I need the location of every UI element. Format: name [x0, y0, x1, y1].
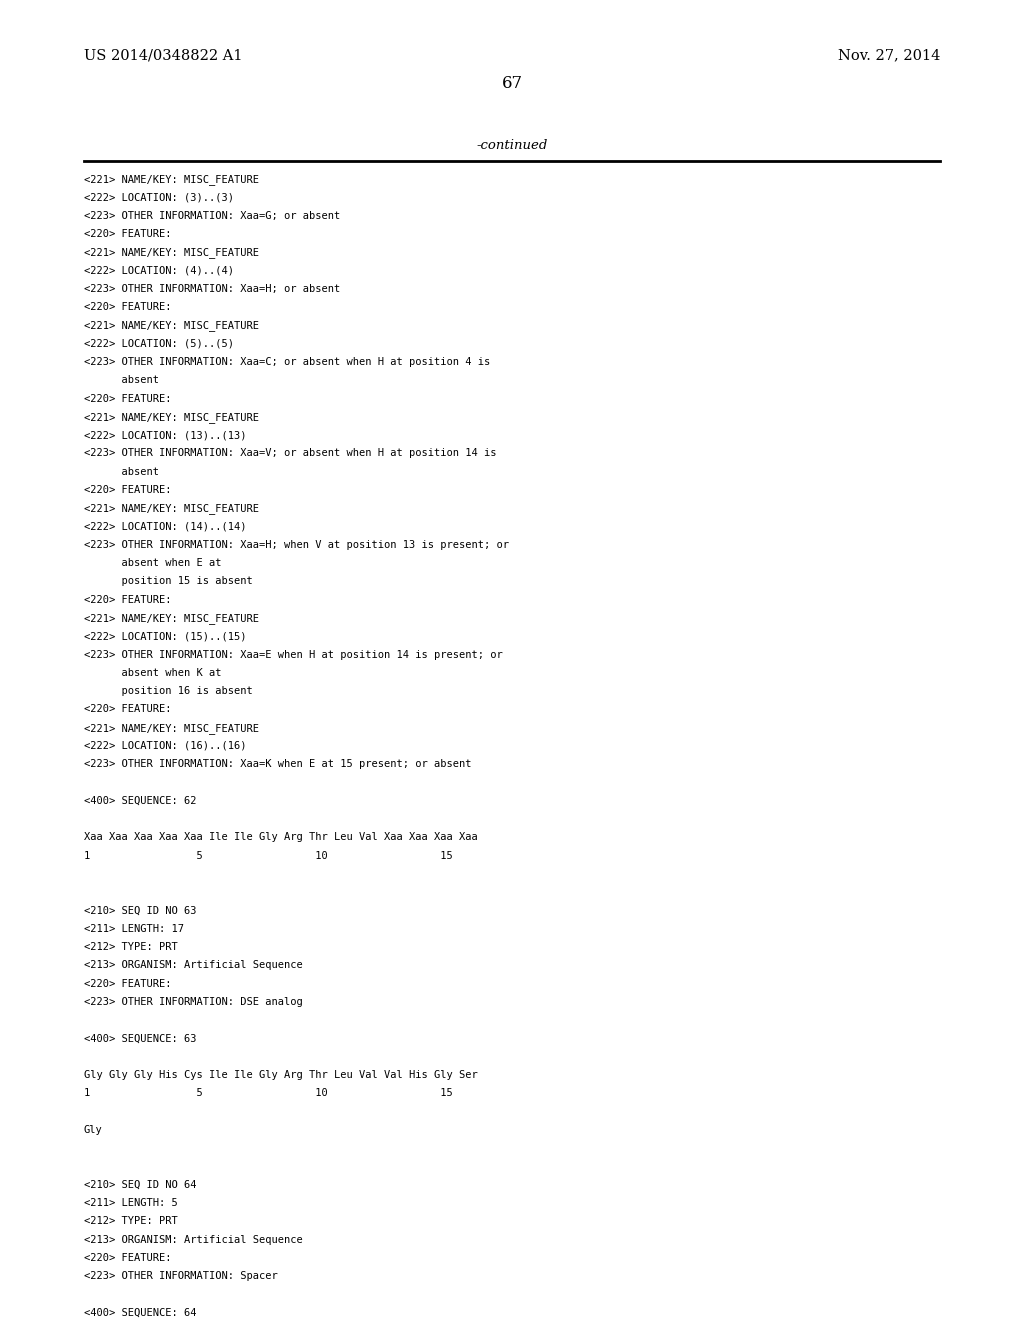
Text: <221> NAME/KEY: MISC_FEATURE: <221> NAME/KEY: MISC_FEATURE — [84, 612, 259, 624]
Text: Xaa Xaa Xaa Xaa Xaa Ile Ile Gly Arg Thr Leu Val Xaa Xaa Xaa Xaa: Xaa Xaa Xaa Xaa Xaa Ile Ile Gly Arg Thr … — [84, 833, 478, 842]
Text: 1                 5                  10                  15: 1 5 10 15 — [84, 1089, 453, 1098]
Text: <220> FEATURE:: <220> FEATURE: — [84, 705, 171, 714]
Text: <223> OTHER INFORMATION: Xaa=K when E at 15 present; or absent: <223> OTHER INFORMATION: Xaa=K when E at… — [84, 759, 471, 770]
Text: <221> NAME/KEY: MISC_FEATURE: <221> NAME/KEY: MISC_FEATURE — [84, 174, 259, 185]
Text: <221> NAME/KEY: MISC_FEATURE: <221> NAME/KEY: MISC_FEATURE — [84, 723, 259, 734]
Text: Nov. 27, 2014: Nov. 27, 2014 — [838, 49, 940, 62]
Text: <223> OTHER INFORMATION: Xaa=H; or absent: <223> OTHER INFORMATION: Xaa=H; or absen… — [84, 284, 340, 294]
Text: <222> LOCATION: (16)..(16): <222> LOCATION: (16)..(16) — [84, 741, 247, 751]
Text: 1                 5                  10                  15: 1 5 10 15 — [84, 850, 453, 861]
Text: <212> TYPE: PRT: <212> TYPE: PRT — [84, 942, 178, 952]
Text: <223> OTHER INFORMATION: Spacer: <223> OTHER INFORMATION: Spacer — [84, 1271, 278, 1282]
Text: <400> SEQUENCE: 64: <400> SEQUENCE: 64 — [84, 1308, 197, 1317]
Text: <222> LOCATION: (14)..(14): <222> LOCATION: (14)..(14) — [84, 521, 247, 532]
Text: absent: absent — [84, 375, 159, 385]
Text: <220> FEATURE:: <220> FEATURE: — [84, 230, 171, 239]
Text: <223> OTHER INFORMATION: Xaa=V; or absent when H at position 14 is: <223> OTHER INFORMATION: Xaa=V; or absen… — [84, 449, 497, 458]
Text: <222> LOCATION: (5)..(5): <222> LOCATION: (5)..(5) — [84, 339, 233, 348]
Text: Gly: Gly — [84, 1125, 102, 1135]
Text: <222> LOCATION: (4)..(4): <222> LOCATION: (4)..(4) — [84, 265, 233, 276]
Text: <223> OTHER INFORMATION: Xaa=E when H at position 14 is present; or: <223> OTHER INFORMATION: Xaa=E when H at… — [84, 649, 503, 660]
Text: <212> TYPE: PRT: <212> TYPE: PRT — [84, 1216, 178, 1226]
Text: 67: 67 — [502, 74, 522, 91]
Text: <400> SEQUENCE: 62: <400> SEQUENCE: 62 — [84, 796, 197, 805]
Text: <213> ORGANISM: Artificial Sequence: <213> ORGANISM: Artificial Sequence — [84, 1234, 303, 1245]
Text: absent when E at: absent when E at — [84, 558, 221, 568]
Text: <210> SEQ ID NO 63: <210> SEQ ID NO 63 — [84, 906, 197, 916]
Text: <213> ORGANISM: Artificial Sequence: <213> ORGANISM: Artificial Sequence — [84, 961, 303, 970]
Text: <210> SEQ ID NO 64: <210> SEQ ID NO 64 — [84, 1180, 197, 1189]
Text: <221> NAME/KEY: MISC_FEATURE: <221> NAME/KEY: MISC_FEATURE — [84, 247, 259, 259]
Text: <223> OTHER INFORMATION: Xaa=C; or absent when H at position 4 is: <223> OTHER INFORMATION: Xaa=C; or absen… — [84, 358, 490, 367]
Text: <220> FEATURE:: <220> FEATURE: — [84, 484, 171, 495]
Text: <223> OTHER INFORMATION: Xaa=H; when V at position 13 is present; or: <223> OTHER INFORMATION: Xaa=H; when V a… — [84, 540, 509, 550]
Text: absent: absent — [84, 467, 159, 477]
Text: <221> NAME/KEY: MISC_FEATURE: <221> NAME/KEY: MISC_FEATURE — [84, 503, 259, 515]
Text: -continued: -continued — [476, 139, 548, 152]
Text: <222> LOCATION: (13)..(13): <222> LOCATION: (13)..(13) — [84, 430, 247, 440]
Text: <220> FEATURE:: <220> FEATURE: — [84, 302, 171, 313]
Text: <220> FEATURE:: <220> FEATURE: — [84, 978, 171, 989]
Text: <400> SEQUENCE: 63: <400> SEQUENCE: 63 — [84, 1034, 197, 1044]
Text: position 15 is absent: position 15 is absent — [84, 577, 253, 586]
Text: absent when K at: absent when K at — [84, 668, 221, 678]
Text: Gly Gly Gly His Cys Ile Ile Gly Arg Thr Leu Val Val His Gly Ser: Gly Gly Gly His Cys Ile Ile Gly Arg Thr … — [84, 1071, 478, 1080]
Text: position 16 is absent: position 16 is absent — [84, 686, 253, 696]
Text: <221> NAME/KEY: MISC_FEATURE: <221> NAME/KEY: MISC_FEATURE — [84, 412, 259, 422]
Text: <220> FEATURE:: <220> FEATURE: — [84, 595, 171, 605]
Text: <220> FEATURE:: <220> FEATURE: — [84, 1253, 171, 1263]
Text: <223> OTHER INFORMATION: DSE analog: <223> OTHER INFORMATION: DSE analog — [84, 997, 303, 1007]
Text: US 2014/0348822 A1: US 2014/0348822 A1 — [84, 49, 243, 62]
Text: <211> LENGTH: 17: <211> LENGTH: 17 — [84, 924, 184, 933]
Text: <222> LOCATION: (15)..(15): <222> LOCATION: (15)..(15) — [84, 631, 247, 642]
Text: <221> NAME/KEY: MISC_FEATURE: <221> NAME/KEY: MISC_FEATURE — [84, 321, 259, 331]
Text: <220> FEATURE:: <220> FEATURE: — [84, 393, 171, 404]
Text: <222> LOCATION: (3)..(3): <222> LOCATION: (3)..(3) — [84, 193, 233, 202]
Text: <223> OTHER INFORMATION: Xaa=G; or absent: <223> OTHER INFORMATION: Xaa=G; or absen… — [84, 211, 340, 220]
Text: <211> LENGTH: 5: <211> LENGTH: 5 — [84, 1199, 178, 1208]
